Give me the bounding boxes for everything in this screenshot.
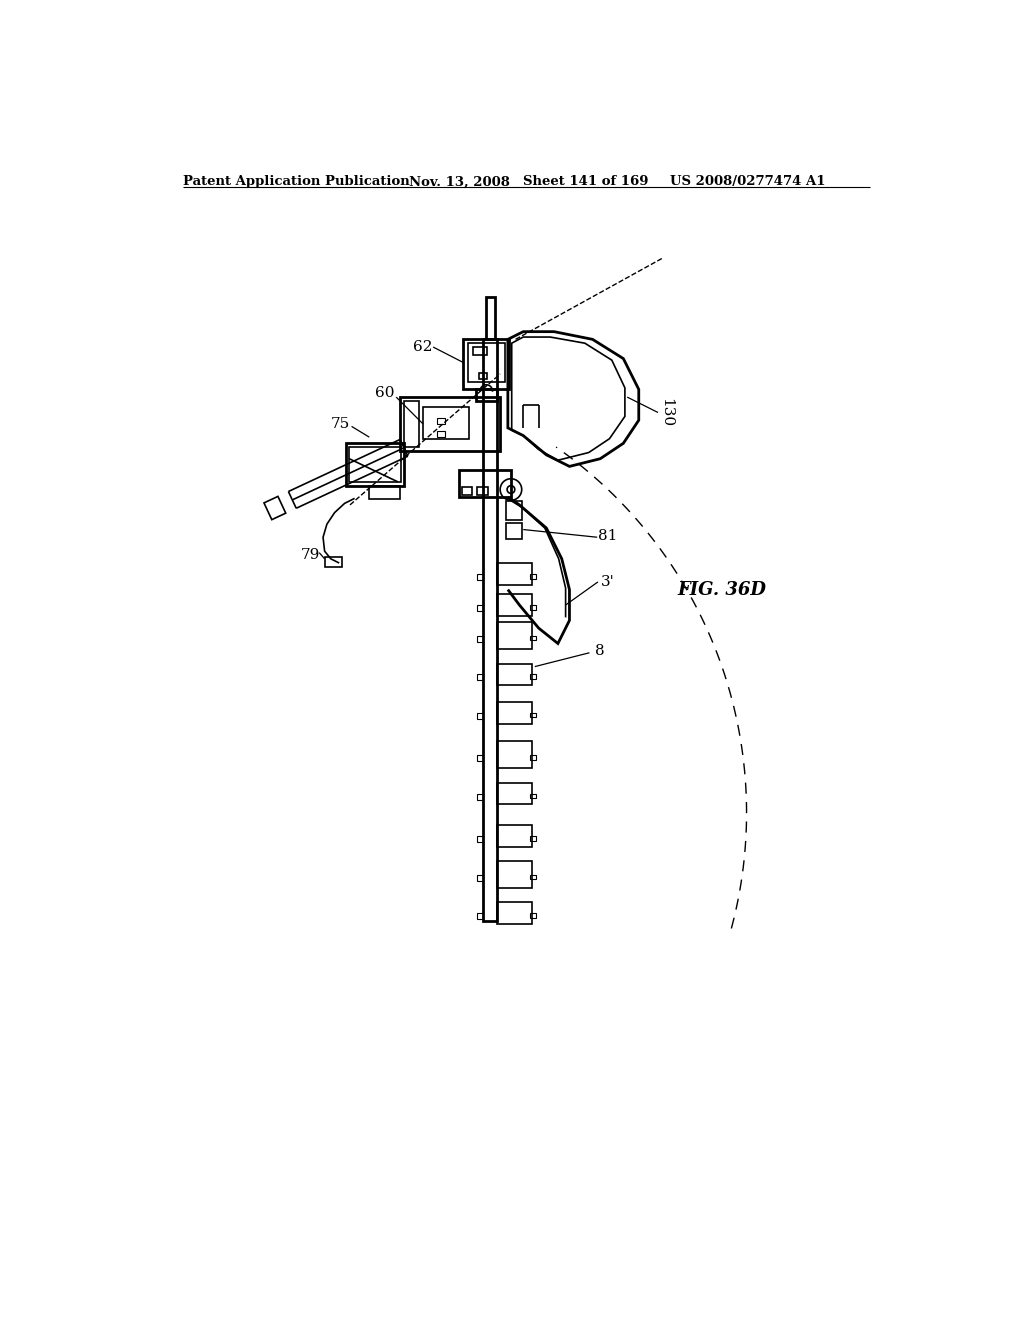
Bar xyxy=(477,755,483,762)
Bar xyxy=(477,487,487,495)
Bar xyxy=(477,636,483,642)
Bar xyxy=(530,675,537,678)
Text: FIG. 36D: FIG. 36D xyxy=(678,581,766,598)
Text: 8: 8 xyxy=(595,644,605,659)
Bar xyxy=(497,861,531,887)
Bar xyxy=(477,874,483,880)
Bar xyxy=(530,636,537,640)
Bar xyxy=(530,605,537,610)
Bar xyxy=(437,418,444,424)
Bar xyxy=(497,783,531,804)
Bar xyxy=(325,557,342,566)
Bar xyxy=(530,574,537,579)
Bar xyxy=(477,574,483,581)
Bar xyxy=(477,913,483,919)
Text: 62: 62 xyxy=(414,341,433,354)
Text: 75: 75 xyxy=(331,417,349,432)
Bar xyxy=(485,297,495,339)
Bar xyxy=(530,836,537,841)
Bar xyxy=(370,486,400,499)
Bar xyxy=(497,594,531,615)
Bar xyxy=(477,836,483,842)
Bar xyxy=(346,444,403,486)
Bar xyxy=(497,702,531,723)
Bar xyxy=(530,755,537,760)
Text: Sheet 141 of 169: Sheet 141 of 169 xyxy=(523,176,649,189)
Text: 81: 81 xyxy=(598,529,617,543)
Bar xyxy=(530,793,537,799)
Bar xyxy=(506,502,521,520)
Bar xyxy=(477,713,483,719)
Text: 79: 79 xyxy=(300,548,319,562)
Bar xyxy=(437,432,444,437)
Bar xyxy=(423,407,469,440)
Bar xyxy=(530,875,537,879)
Bar xyxy=(497,903,531,924)
Text: Patent Application Publication: Patent Application Publication xyxy=(183,176,410,189)
Bar xyxy=(477,675,483,681)
Text: 60: 60 xyxy=(375,387,394,400)
Bar xyxy=(400,397,500,451)
Bar xyxy=(530,913,537,917)
Bar xyxy=(463,339,509,389)
Bar xyxy=(473,347,487,355)
Bar xyxy=(475,388,497,401)
Bar xyxy=(459,470,511,498)
Text: US 2008/0277474 A1: US 2008/0277474 A1 xyxy=(670,176,825,189)
Text: Nov. 13, 2008: Nov. 13, 2008 xyxy=(410,176,510,189)
Bar xyxy=(479,374,487,379)
Bar xyxy=(497,742,531,768)
Bar xyxy=(403,401,419,447)
Bar xyxy=(477,793,483,800)
Bar xyxy=(468,343,505,381)
Bar xyxy=(477,605,483,611)
Bar xyxy=(530,713,537,718)
Bar xyxy=(497,564,531,585)
Bar xyxy=(483,339,497,921)
Bar xyxy=(497,664,531,685)
Bar xyxy=(497,622,531,649)
Bar xyxy=(497,825,531,847)
Bar xyxy=(506,524,521,539)
Bar xyxy=(349,447,400,482)
Text: 3': 3' xyxy=(601,576,614,589)
Bar xyxy=(462,487,472,495)
Text: 130: 130 xyxy=(658,397,673,428)
